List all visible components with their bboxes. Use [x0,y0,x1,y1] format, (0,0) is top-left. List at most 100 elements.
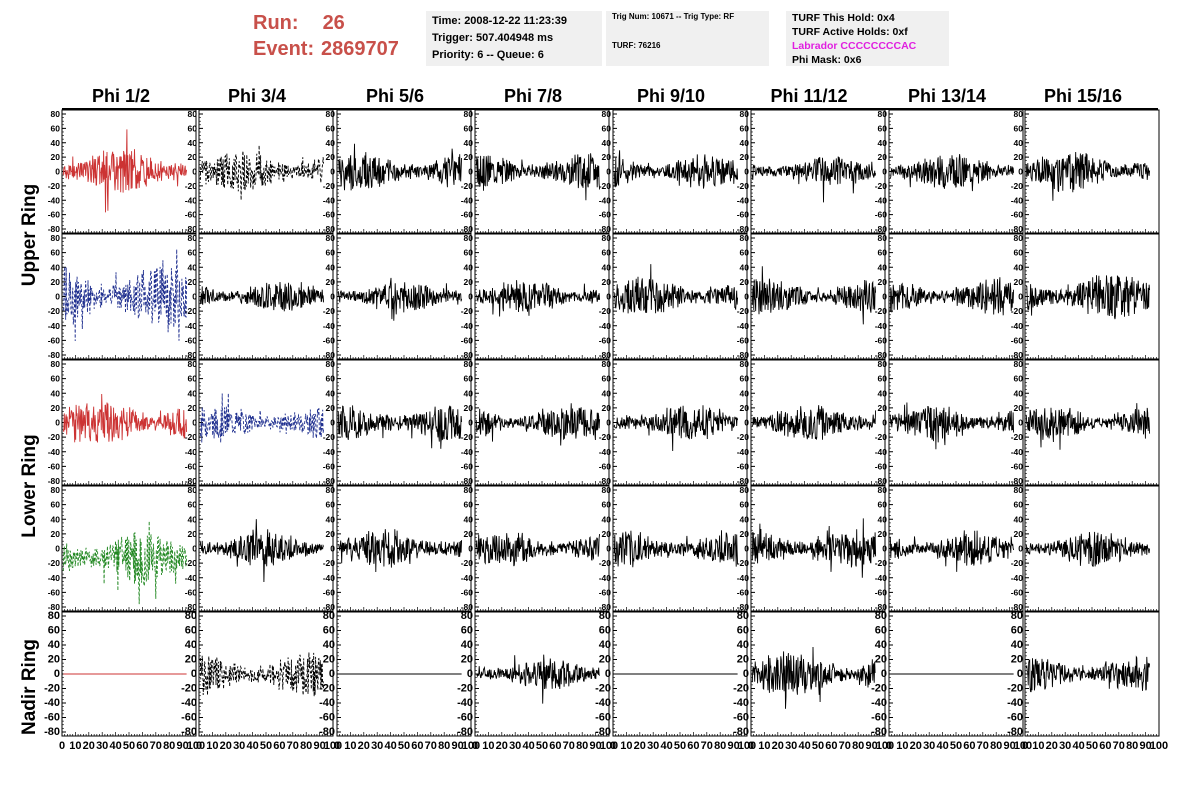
waveform-trace [1025,655,1151,693]
y-tick-label: 0 [330,544,335,554]
waveform-panel: 80 60 40 20 0 -20 -40 -60 -80 [185,485,334,612]
y-tick-label: 60 [602,123,612,133]
y-tick-label: -40 [733,697,749,709]
y-tick-label: -60 [875,210,888,220]
y-tick-label: -20 [875,558,888,568]
x-tick-label: 20 [358,740,370,752]
waveform-trace [889,277,1015,316]
y-tick-label: -20 [871,683,887,695]
y-tick-label: -60 [871,712,887,724]
y-tick-label: 80 [51,485,61,495]
y-tick-label: -60 [323,587,336,597]
x-tick-label: 40 [660,740,672,752]
y-tick-label: 80 [464,485,474,495]
y-tick-label: 60 [878,123,888,133]
y-tick-label: -40 [323,573,336,583]
x-tick-label: 100 [600,740,618,752]
y-tick-label: 40 [326,138,336,148]
y-tick-label: -20 [737,558,750,568]
y-tick-label: 0 [192,544,197,554]
x-tick-label: 0 [610,740,616,752]
y-tick-label: -20 [323,181,336,191]
x-tick-label: 70 [425,740,437,752]
x-tick-label: 10 [482,740,494,752]
y-tick-label: 60 [188,123,198,133]
y-tick-label: 80 [878,233,888,243]
y-tick-label: 0 [744,418,749,428]
y-tick-label: -80 [737,224,750,234]
x-tick-label: 70 [150,740,162,752]
y-tick-label: 80 [602,109,612,119]
y-tick-label: 0 [55,167,60,177]
y-tick-label: 60 [1011,625,1023,637]
y-tick-label: -80 [48,350,61,360]
y-tick-label: 20 [602,529,612,539]
y-tick-label: 40 [1014,262,1024,272]
waveform-panel: 80 60 40 20 0 -20 -40 -60 -80 [599,233,748,360]
y-tick-label: 40 [602,388,612,398]
y-tick-label: -20 [185,181,198,191]
x-tick-label: 0 [472,740,478,752]
y-tick-label: 0 [468,418,473,428]
y-tick-label: 0 [55,418,60,428]
y-tick-label: 0 [468,292,473,302]
y-tick-label: 20 [461,654,473,666]
event-label: Event: [253,38,315,60]
y-tick-label: 40 [461,639,473,651]
y-tick-label: -60 [595,712,611,724]
y-tick-label: -80 [44,726,60,738]
y-tick-label: -60 [1011,335,1024,345]
y-tick-label: 0 [605,668,611,680]
x-tick-label: 40 [936,740,948,752]
y-tick-label: 80 [51,109,61,119]
y-tick-label: 0 [744,544,749,554]
waveform-trace [889,154,1015,192]
y-tick-label: 0 [54,668,60,680]
x-tick-label: 80 [576,740,588,752]
y-tick-label: 40 [1011,639,1023,651]
y-tick-label: -80 [461,476,474,486]
x-tick-label: 70 [701,740,713,752]
y-tick-label: 0 [606,292,611,302]
y-tick-label: -20 [595,683,611,695]
y-tick-label: 60 [1014,123,1024,133]
x-tick-label: 0 [59,740,65,752]
x-tick-label: 40 [1072,740,1084,752]
y-tick-label: 80 [740,109,750,119]
panel-frame [888,233,1024,360]
y-tick-label: -80 [1007,726,1023,738]
waveform-panel: 80 60 40 20 0 -20 -40 -60 -80 [737,233,886,360]
x-tick-label: 30 [785,740,797,752]
y-tick-label: 20 [51,277,61,287]
y-tick-label: 0 [1018,544,1023,554]
panel-frame [198,611,334,737]
y-tick-label: 40 [740,514,750,524]
y-tick-label: 20 [326,529,336,539]
y-tick-label: 80 [740,485,750,495]
y-tick-label: 80 [599,610,611,622]
y-tick-label: -60 [875,335,888,345]
waveform-trace [475,403,601,446]
y-tick-label: 0 [606,167,611,177]
column-title-phi-5-6: Phi 5/6 [365,86,425,106]
x-tick-label: 10 [896,740,908,752]
y-tick-label: 80 [326,233,336,243]
y-tick-label: 20 [188,403,198,413]
y-tick-label: 60 [1014,500,1024,510]
y-tick-label: -60 [319,712,335,724]
event-value: 2869707 [321,38,399,60]
y-tick-label: 40 [740,262,750,272]
y-tick-label: -20 [323,432,336,442]
y-tick-label: 20 [51,403,61,413]
y-tick-label: -60 [457,712,473,724]
y-tick-label: 80 [464,233,474,243]
y-tick-label: -60 [875,587,888,597]
y-tick-label: -40 [599,195,612,205]
y-tick-label: -80 [1011,476,1024,486]
waveform-panel: 80 60 40 20 0 -20 -40 -60 -80 [461,233,610,360]
x-tick-label: 20 [83,740,95,752]
y-tick-label: 60 [1014,248,1024,258]
turf-text: TURF: 76216 [612,41,661,50]
x-tick-label: 90 [1003,740,1015,752]
